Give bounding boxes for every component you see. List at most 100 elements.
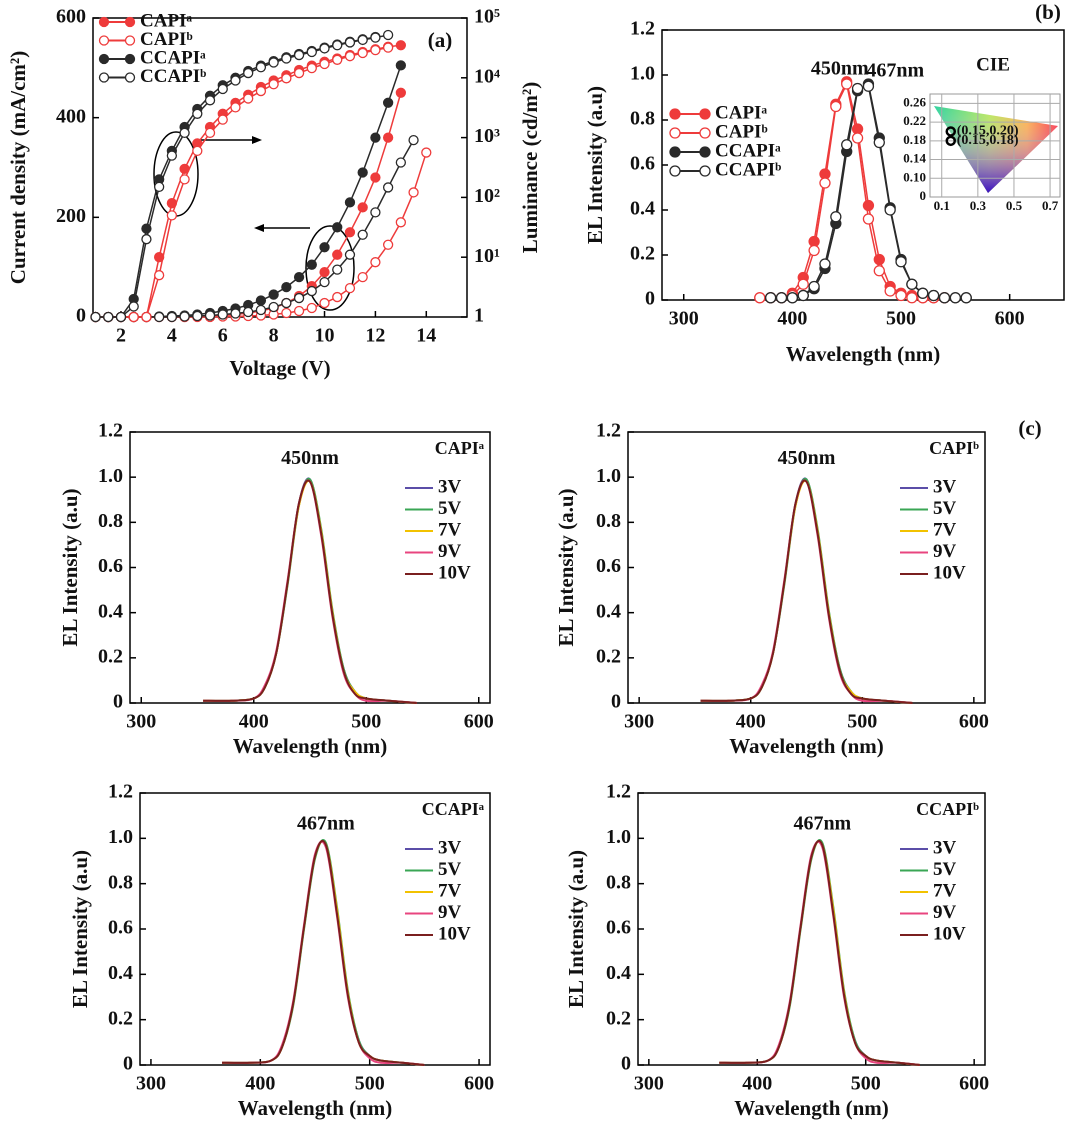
cie-point-label: (0.15,0.20) [957,124,1019,139]
legend-marker [669,108,681,120]
data-point [128,301,139,312]
y-tick-label: 0.2 [630,243,655,265]
data-point [395,87,407,98]
x-tick-label: 500 [851,1073,881,1095]
data-point [179,311,190,322]
data-point [862,213,875,225]
data-point [306,285,317,297]
data-point [217,114,228,125]
y-axis-label: Current density (mA/cm²) [6,51,30,284]
data-point [230,102,241,113]
data-point [281,307,292,319]
inset-x-tick-label: 0.7 [1042,198,1059,213]
data-point [421,147,432,158]
data-point [775,292,788,304]
x-axis-label: Voltage (V) [229,356,330,380]
peak-annotation: 467nm [793,813,851,835]
legend-label: 3V [933,837,957,858]
data-point [819,177,831,189]
data-point [255,304,267,316]
inset-x-tick-label: 0.3 [970,198,987,213]
y2-tick-label: 10² [474,185,500,207]
y-tick-label: 1.2 [596,420,621,442]
y-tick-label: 1.2 [108,781,133,803]
legend-marker [669,165,681,177]
y-tick-label: 0 [113,691,123,713]
x-tick-label: 300 [634,1073,664,1095]
data-point [268,79,279,90]
x-tick-label: 300 [126,711,156,733]
legend-label: 3V [438,476,462,497]
data-point [830,211,842,223]
legend-label: CAPIᵃ [140,10,192,31]
data-point [382,132,394,143]
data-point [204,95,216,106]
data-point [917,287,929,299]
data-point [797,278,809,290]
data-point [370,257,381,268]
y-tick-label: 0.6 [108,917,133,939]
plot-frame [92,17,468,318]
legend-marker [699,127,711,139]
y-tick-label: 0.2 [108,1007,133,1029]
data-point [370,172,381,183]
x-tick-label: 400 [777,308,807,330]
legend-label: 10V [438,562,471,583]
series-line [700,479,913,704]
data-point [332,54,343,65]
data-point [370,132,381,143]
arrow-head [254,224,264,232]
y-tick-label: 0.4 [98,600,123,622]
data-point [103,311,114,323]
data-point [192,310,203,322]
data-point [243,93,254,104]
x-axis-label: Wavelength (nm) [233,734,388,758]
y-tick-label: 1.0 [630,63,655,85]
y-tick-label: 1.2 [98,420,123,442]
data-point [243,67,254,79]
data-point [927,289,940,302]
legend-label: 7V [933,880,957,901]
legend-label: CCAPIᵇ [140,66,206,87]
data-point [884,285,896,297]
data-point [873,265,885,277]
x-tick-label: 500 [847,711,877,733]
legend-marker [98,72,110,83]
data-point [230,308,241,319]
series-line [700,477,913,704]
legend-marker [699,146,711,158]
x-tick-label: 300 [136,1073,166,1095]
y-tick-label: 1.0 [108,826,133,848]
data-point [370,44,381,56]
x-tick-label: 400 [245,1073,275,1095]
peak-annotation: 467nm [297,813,355,835]
data-point [754,292,766,304]
x-tick-label: 600 [995,308,1025,330]
y-tick-label: 0.8 [596,510,621,532]
series-line [700,477,913,704]
data-point [851,132,864,144]
y-tick-label: 0.4 [108,962,133,984]
series-line [222,839,425,1066]
x-tick-label: 400 [736,711,766,733]
panel-title: CAPIᵇ [929,438,979,458]
data-point [960,292,972,304]
y-tick-label: 1.0 [596,465,621,487]
series-line [700,479,913,704]
legend-label: 5V [933,498,957,519]
data-point [370,207,381,218]
y-tick-label: 0.2 [596,645,621,667]
legend-label: 3V [933,476,957,497]
legend-label: 5V [933,859,957,880]
series-line [719,840,921,1066]
y2-tick-label: 1 [474,305,484,327]
data-point [141,234,152,245]
panel-label: (b) [1035,0,1061,24]
data-point [884,204,896,216]
series-line [700,479,913,704]
x-tick-label: 10 [315,325,335,347]
data-point [395,40,407,51]
peak-annotation: 450nm [778,447,836,469]
data-point [192,108,203,119]
